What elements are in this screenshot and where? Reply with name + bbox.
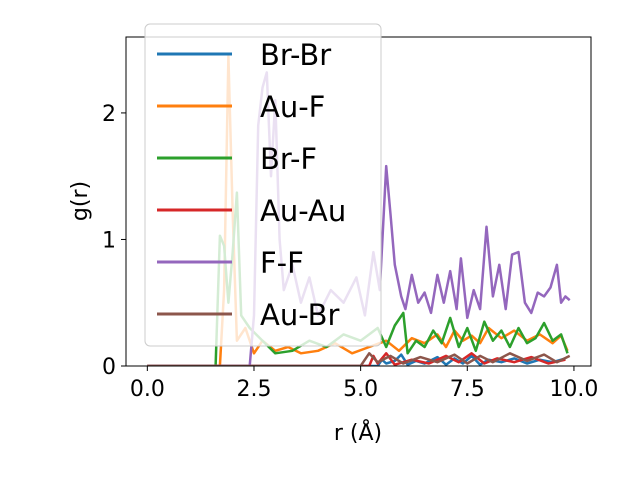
legend-label-br-br: Br-Br [260, 38, 331, 72]
legend-label-au-au: Au-Au [260, 194, 346, 228]
series-line-au-br [147, 352, 571, 366]
x-tick-label: 5.0 [343, 377, 378, 402]
y-tick-label: 2 [102, 102, 116, 127]
x-axis: 0.0 2.5 5.0 7.5 10.0 [130, 366, 598, 402]
x-tick-label: 10.0 [549, 377, 598, 402]
legend-label-au-br: Au-Br [260, 298, 340, 332]
x-tick-label: 2.5 [236, 377, 271, 402]
x-tick-label: 7.5 [450, 377, 485, 402]
legend: Br-Br Au-F Br-F Au-Au F-F Au-Br [144, 23, 382, 347]
y-tick-label: 0 [102, 355, 116, 380]
y-tick-label: 1 [102, 228, 116, 253]
y-axis: 0 1 2 [102, 102, 126, 380]
series-line-au-au [147, 352, 566, 366]
x-axis-title: r (Å) [334, 419, 382, 446]
legend-label-br-f: Br-F [260, 142, 317, 176]
legend-label-f-f: F-F [260, 246, 304, 280]
y-axis-title: g(r) [68, 181, 93, 221]
x-tick-label: 0.0 [130, 377, 165, 402]
legend-label-au-f: Au-F [260, 90, 325, 124]
